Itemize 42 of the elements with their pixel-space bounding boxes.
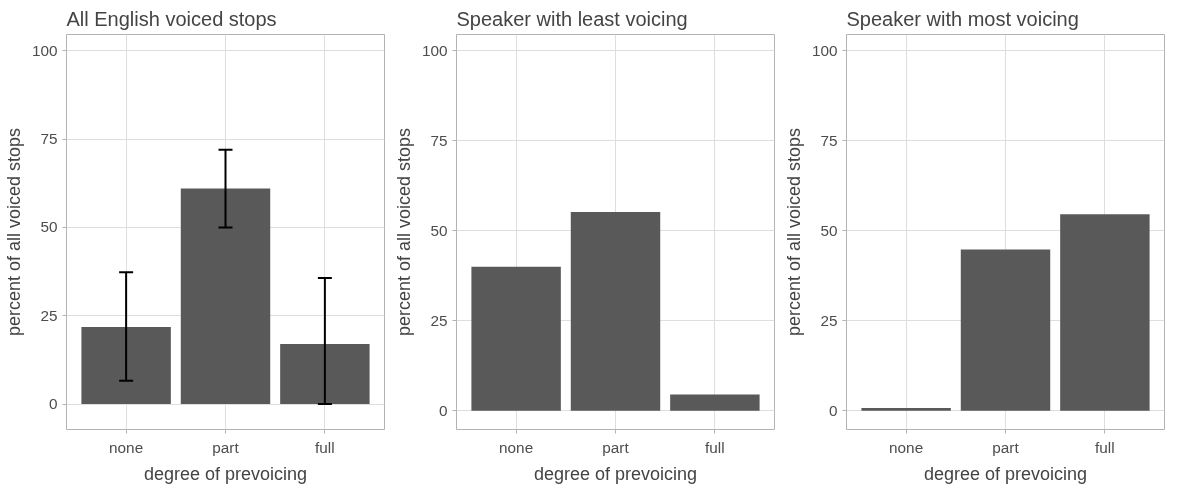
bar bbox=[1060, 214, 1150, 411]
x-tick-label: part bbox=[992, 438, 1020, 456]
y-axis-title: percent of all voiced stops bbox=[3, 127, 24, 337]
y-tick-label: 100 bbox=[421, 41, 448, 59]
x-tick-label: full bbox=[315, 438, 335, 456]
bar bbox=[861, 407, 951, 411]
y-tick-label: 75 bbox=[40, 130, 58, 148]
y-tick-label: 75 bbox=[430, 131, 448, 149]
chart-title: All English voiced stops bbox=[66, 7, 277, 30]
chart-title: Speaker with most voicing bbox=[846, 7, 1079, 30]
bar bbox=[280, 344, 370, 405]
y-tick-label: 75 bbox=[820, 131, 838, 149]
chart-title: Speaker with least voicing bbox=[456, 7, 688, 30]
x-tick-label: full bbox=[1095, 438, 1115, 456]
y-tick-label: 100 bbox=[811, 41, 838, 59]
y-axis-title: percent of all voiced stops bbox=[393, 127, 414, 337]
y-tick-label: 25 bbox=[430, 311, 448, 329]
x-tick-label: none bbox=[109, 438, 144, 456]
bar bbox=[960, 249, 1051, 411]
bar bbox=[180, 188, 271, 405]
bar bbox=[471, 266, 561, 411]
x-tick-label: none bbox=[499, 438, 534, 456]
y-tick-label: 50 bbox=[430, 221, 448, 239]
y-tick-label: 25 bbox=[40, 306, 58, 324]
x-tick-label: none bbox=[889, 438, 924, 456]
y-tick-label: 50 bbox=[820, 221, 838, 239]
x-tick-label: part bbox=[602, 438, 630, 456]
x-axis-title: degree of prevoicing bbox=[143, 463, 308, 484]
y-tick-label: 0 bbox=[438, 401, 448, 419]
y-tick-label: 50 bbox=[40, 218, 58, 236]
y-tick-label: 0 bbox=[48, 395, 58, 413]
x-axis-title: degree of prevoicing bbox=[533, 463, 698, 484]
bar bbox=[570, 212, 661, 411]
y-tick-label: 0 bbox=[828, 401, 838, 419]
bar bbox=[81, 327, 171, 405]
x-tick-label: part bbox=[212, 438, 240, 456]
x-tick-label: full bbox=[705, 438, 725, 456]
y-tick-label: 25 bbox=[820, 311, 838, 329]
x-axis-title: degree of prevoicing bbox=[923, 463, 1088, 484]
y-axis-title: percent of all voiced stops bbox=[783, 127, 804, 337]
y-tick-label: 100 bbox=[31, 41, 58, 59]
bar bbox=[670, 394, 760, 411]
